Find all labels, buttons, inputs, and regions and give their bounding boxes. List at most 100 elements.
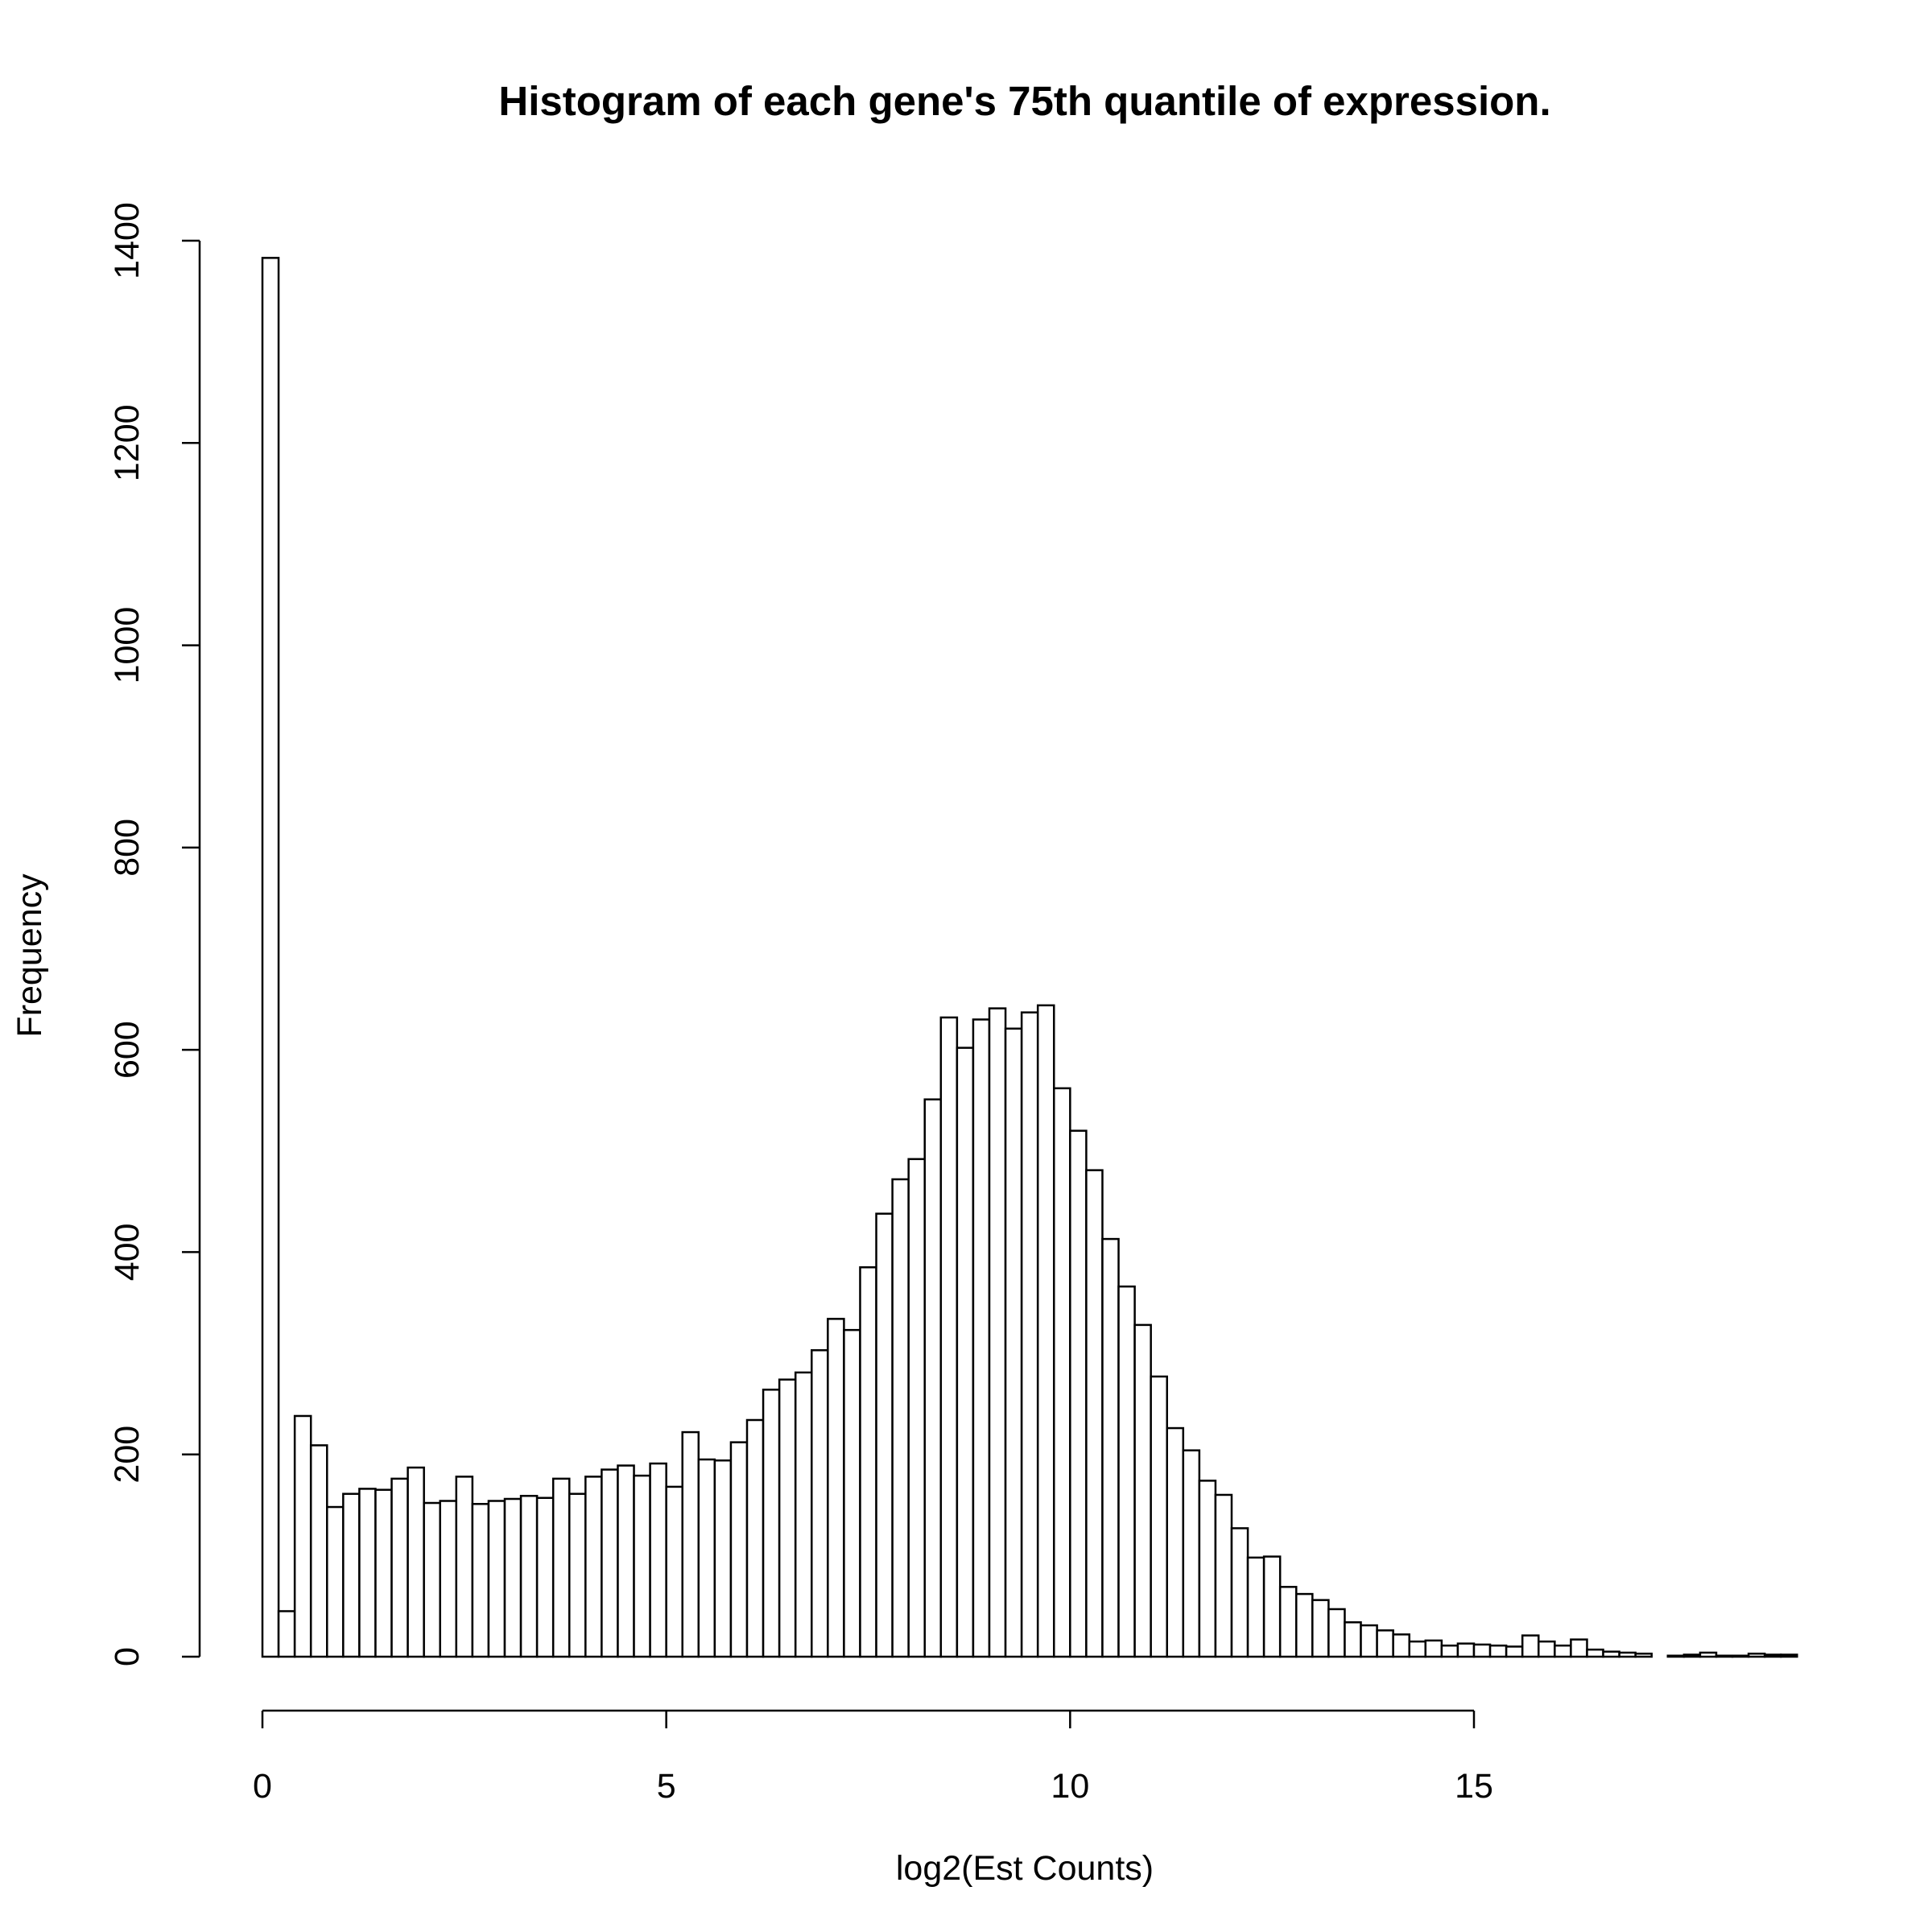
histogram-bar	[649, 1462, 667, 1658]
histogram-bar	[811, 1349, 829, 1658]
histogram-bar	[423, 1501, 441, 1658]
histogram-bar	[1666, 1654, 1686, 1658]
histogram-bar	[939, 1016, 959, 1658]
x-axis-label: log2(Est Counts)	[896, 1849, 1154, 1888]
histogram-bar	[1360, 1624, 1378, 1658]
histogram-bar	[1230, 1527, 1249, 1658]
histogram-bar	[601, 1468, 619, 1658]
y-tick-label: 200	[108, 1426, 147, 1484]
histogram-bar	[617, 1464, 635, 1658]
histogram-bar	[713, 1459, 733, 1658]
x-tick-label: 15	[1455, 1767, 1493, 1806]
histogram-bar	[1554, 1644, 1572, 1658]
y-tick-label: 600	[108, 1021, 147, 1079]
histogram-bar	[1278, 1586, 1298, 1658]
histogram-bar	[1004, 1027, 1023, 1658]
histogram-bar	[1020, 1011, 1039, 1658]
histogram-bar	[1198, 1480, 1217, 1658]
histogram-bar	[1699, 1651, 1718, 1658]
bars-group	[261, 257, 1798, 1658]
histogram-bar	[503, 1497, 522, 1658]
histogram-bar	[956, 1046, 975, 1658]
histogram-bar	[875, 1212, 894, 1658]
histogram-bar	[309, 1444, 328, 1658]
histogram-bar	[584, 1476, 603, 1658]
histogram-bar	[1618, 1651, 1637, 1658]
histogram-bar	[1570, 1638, 1588, 1658]
y-tick-label: 1400	[108, 202, 147, 279]
histogram-bar	[535, 1496, 555, 1658]
histogram-bar	[762, 1389, 781, 1658]
histogram-bar	[326, 1505, 345, 1658]
histogram-bar	[1488, 1644, 1508, 1658]
y-axis-label: Frequency	[10, 873, 49, 1038]
histogram-bar	[471, 1503, 490, 1658]
histogram-bar	[729, 1441, 749, 1658]
histogram-bar	[923, 1098, 943, 1658]
histogram-bar	[1069, 1129, 1088, 1658]
histogram-bar	[1763, 1653, 1782, 1658]
histogram-bar	[1408, 1640, 1427, 1658]
x-tick-label: 0	[253, 1767, 272, 1806]
histogram-bar	[1133, 1323, 1152, 1658]
histogram-bar	[1440, 1644, 1459, 1658]
histogram-bar	[1586, 1648, 1604, 1658]
histogram-bar	[843, 1328, 861, 1658]
histogram-bar	[261, 257, 280, 1658]
histogram-bar	[1085, 1169, 1104, 1658]
y-tick-label: 1000	[108, 607, 147, 684]
histogram-bar	[1731, 1654, 1750, 1658]
histogram-bar	[1780, 1653, 1798, 1658]
histogram-bar	[1246, 1556, 1265, 1658]
x-tick-label: 5	[657, 1767, 676, 1806]
histogram-bar	[551, 1477, 571, 1658]
y-axis: 0 200 400 600 800 1000 1200 1400	[108, 202, 201, 1666]
x-axis: 0 5 10 15	[253, 1709, 1493, 1806]
histogram-bar	[1166, 1426, 1185, 1658]
y-tick-label: 400	[108, 1224, 147, 1282]
histogram-bar	[1424, 1639, 1443, 1658]
histogram-bar	[1456, 1642, 1476, 1658]
histogram-bar	[1538, 1640, 1556, 1658]
histogram-bar	[1214, 1493, 1233, 1658]
y-tick-label: 1200	[108, 404, 147, 481]
histogram-bar	[794, 1371, 813, 1658]
chart-title: Histogram of each gene's 75th quantile o…	[498, 78, 1550, 124]
histogram-bar	[1344, 1621, 1362, 1658]
histogram-bar	[1053, 1087, 1071, 1658]
histogram-bar	[827, 1318, 845, 1658]
histogram-bar	[1715, 1654, 1734, 1658]
histogram-bar	[859, 1266, 877, 1658]
histogram-bar	[778, 1378, 797, 1658]
histogram-bar	[455, 1476, 474, 1658]
histogram-bar	[1505, 1645, 1524, 1658]
histogram-bar	[1602, 1650, 1620, 1658]
histogram-bar	[665, 1485, 683, 1658]
histogram-bar	[342, 1492, 361, 1658]
histogram-bar	[1327, 1608, 1346, 1658]
histogram-bar	[439, 1500, 458, 1658]
histogram-bar	[358, 1488, 377, 1658]
histogram-bar	[1682, 1653, 1702, 1658]
histogram-bar	[374, 1488, 393, 1658]
histogram-bar	[1101, 1237, 1120, 1658]
histogram-bar	[1472, 1643, 1492, 1658]
histogram-bar	[1295, 1592, 1314, 1658]
histogram-bar	[277, 1610, 296, 1658]
x-tick-label: 10	[1051, 1767, 1089, 1806]
histogram-bar	[1634, 1652, 1653, 1658]
histogram-bar	[487, 1500, 506, 1658]
histogram-bar	[1392, 1633, 1410, 1658]
histogram-bar	[1521, 1634, 1540, 1658]
histogram-bar	[1036, 1004, 1055, 1658]
histogram-bar	[1747, 1652, 1766, 1658]
histogram-bar	[1150, 1375, 1168, 1658]
histogram-bar	[568, 1492, 587, 1658]
histogram-bar	[907, 1158, 926, 1658]
histogram-bar	[519, 1494, 539, 1658]
histogram-bar	[407, 1466, 425, 1658]
histogram-bar	[1376, 1629, 1394, 1658]
histogram-bar	[1262, 1555, 1282, 1658]
y-tick-label: 800	[108, 819, 147, 877]
